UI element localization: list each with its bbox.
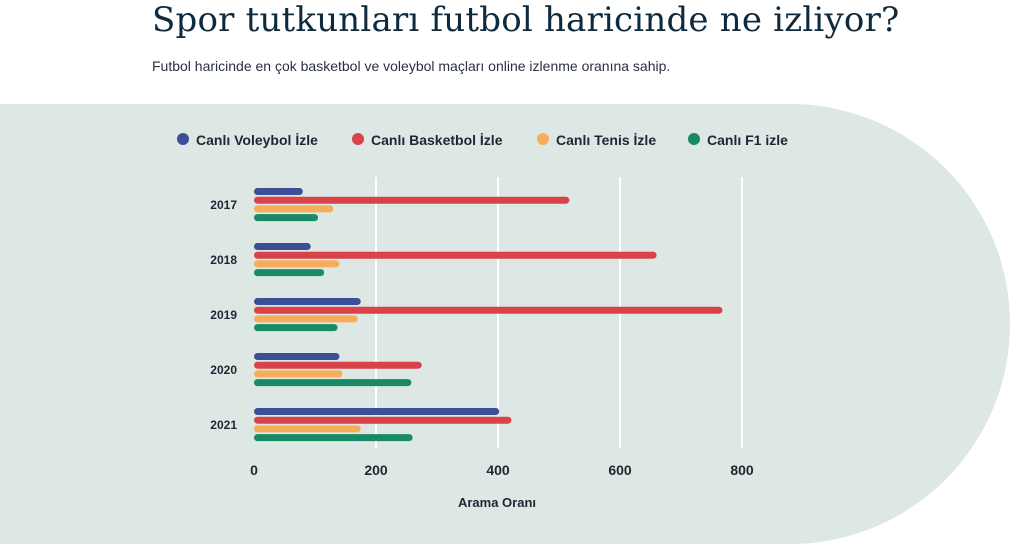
page-subtitle: Futbol haricinde en çok basketbol ve vol… bbox=[152, 58, 671, 74]
bar bbox=[254, 416, 512, 424]
bar bbox=[254, 214, 319, 222]
legend-marker bbox=[537, 133, 549, 145]
legend-marker bbox=[352, 133, 364, 145]
category-label: 2019 bbox=[210, 308, 237, 322]
chart-tick-labels: 0 200 400 600 800 bbox=[250, 462, 754, 478]
chart-background-panel bbox=[0, 104, 1010, 544]
bar bbox=[254, 269, 325, 277]
bar bbox=[254, 251, 657, 259]
legend-label: Canlı Basketbol İzle bbox=[371, 132, 503, 148]
bar bbox=[254, 353, 340, 360]
category-label: 2020 bbox=[210, 363, 237, 377]
chart-legend: Canlı Voleybol İzle Canlı Basketbol İzle C… bbox=[177, 132, 788, 148]
bar bbox=[254, 260, 340, 268]
bar bbox=[254, 205, 334, 213]
page-title: Spor tutkunları futbol haricinde ne izli… bbox=[152, 0, 900, 40]
bar bbox=[254, 188, 303, 195]
bar bbox=[254, 315, 358, 323]
bar bbox=[254, 361, 422, 369]
x-tick-label: 0 bbox=[250, 462, 258, 478]
bar bbox=[254, 243, 311, 250]
category-label: 2017 bbox=[210, 198, 237, 212]
legend-marker bbox=[177, 133, 189, 145]
bar bbox=[254, 408, 500, 415]
legend-label: Canlı Voleybol İzle bbox=[196, 132, 318, 148]
x-tick-label: 400 bbox=[486, 462, 510, 478]
x-axis-label: Arama Oranı bbox=[458, 495, 536, 510]
x-tick-label: 200 bbox=[364, 462, 388, 478]
bar bbox=[254, 306, 723, 314]
bar bbox=[254, 324, 338, 332]
legend-label: Canlı F1 izle bbox=[707, 132, 788, 148]
x-tick-label: 600 bbox=[608, 462, 632, 478]
bar bbox=[254, 434, 413, 442]
bar bbox=[254, 298, 361, 305]
chart-category-labels: 2017 2018 2019 2020 2021 bbox=[210, 198, 237, 432]
x-tick-label: 800 bbox=[730, 462, 754, 478]
bar bbox=[254, 196, 570, 204]
category-label: 2018 bbox=[210, 253, 237, 267]
bar bbox=[254, 370, 343, 378]
legend-label: Canlı Tenis İzle bbox=[556, 132, 656, 148]
legend-marker bbox=[688, 133, 700, 145]
bar bbox=[254, 425, 361, 433]
category-label: 2021 bbox=[210, 418, 237, 432]
chart-bars bbox=[254, 188, 723, 442]
bar bbox=[254, 379, 412, 387]
